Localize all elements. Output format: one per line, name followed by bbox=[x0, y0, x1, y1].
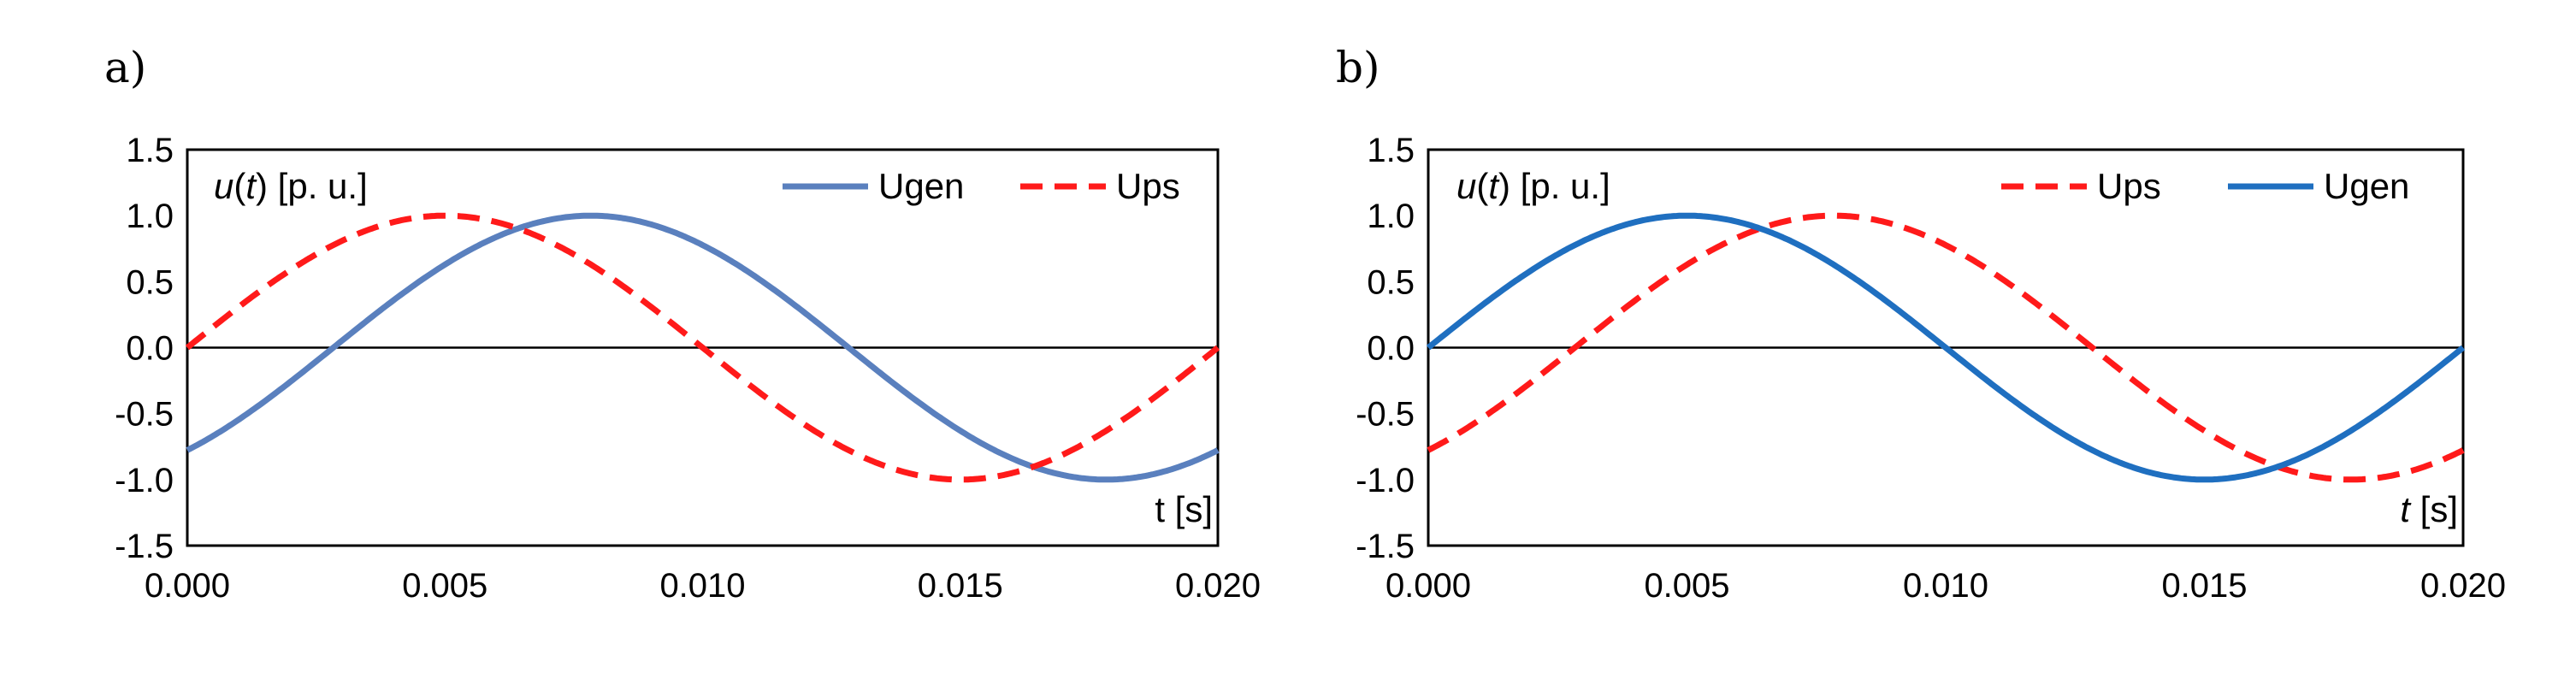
y-tick-label: 0.5 bbox=[126, 263, 174, 301]
y-tick-label: 1.5 bbox=[126, 132, 174, 169]
chart-panel-b: b) 1.5 1.0 0.5 0.0 -0.5 -1.0 -1.50.000 0.005 0.01… bbox=[1336, 43, 2506, 605]
y-tick-label: -1.0 bbox=[1356, 462, 1415, 499]
y-tick-label: -0.5 bbox=[115, 396, 174, 434]
series-line-ups bbox=[1427, 212, 2465, 483]
x-tick-label: 0.015 bbox=[2161, 567, 2247, 605]
x-tick-label: 0.010 bbox=[1903, 567, 1988, 605]
y-tick-label: 1.0 bbox=[1367, 198, 1415, 235]
legend-label-ugen: Ugen bbox=[878, 166, 964, 206]
y-tick-label: 0.0 bbox=[126, 330, 174, 368]
legend-label-ups: Ups bbox=[1116, 166, 1180, 206]
y-tick-label: -0.5 bbox=[1356, 396, 1415, 434]
chart-panel-a: a) 1.5 1.0 0.5 0.0 -0.5 -1.0 -1.50.000 0.005 0.01… bbox=[104, 43, 1261, 605]
legend-label-ugen: Ugen bbox=[2324, 166, 2409, 206]
y-axis-label: u(t) [p. u.] bbox=[1456, 166, 1610, 206]
series-line-ugen bbox=[1426, 212, 2466, 483]
legend: Ups Ugen bbox=[2001, 166, 2409, 206]
y-tick-label: 1.0 bbox=[126, 198, 174, 235]
legend-label-ups: Ups bbox=[2097, 166, 2161, 206]
panel-label: b) bbox=[1336, 43, 1380, 92]
series-line-ups bbox=[185, 212, 1220, 483]
y-axis-label: u(t) [p. u.] bbox=[214, 166, 368, 206]
x-tick-label: 0.000 bbox=[1385, 567, 1471, 605]
x-tick-label: 0.005 bbox=[1644, 567, 1729, 605]
x-tick-label: 0.020 bbox=[2420, 567, 2506, 605]
x-tick-label: 0.015 bbox=[918, 567, 1003, 605]
x-axis-label: t [s] bbox=[2400, 489, 2458, 529]
y-tick-label: 0.5 bbox=[1367, 263, 1415, 301]
x-axis-label: t [s] bbox=[1155, 489, 1213, 529]
x-tick-label: 0.010 bbox=[659, 567, 745, 605]
panel-label: a) bbox=[104, 43, 146, 92]
x-tick-label: 0.005 bbox=[402, 567, 487, 605]
x-tick-label: 0.020 bbox=[1175, 567, 1261, 605]
legend: Ugen Ups bbox=[783, 166, 1180, 206]
y-tick-label: 1.5 bbox=[1367, 132, 1415, 169]
y-tick-label: -1.0 bbox=[115, 462, 174, 499]
y-tick-label: 0.0 bbox=[1367, 330, 1415, 368]
x-tick-label: 0.000 bbox=[145, 567, 230, 605]
y-tick-label: -1.5 bbox=[1356, 528, 1415, 565]
y-tick-label: -1.5 bbox=[115, 528, 174, 565]
series-line-ugen bbox=[186, 212, 1220, 483]
